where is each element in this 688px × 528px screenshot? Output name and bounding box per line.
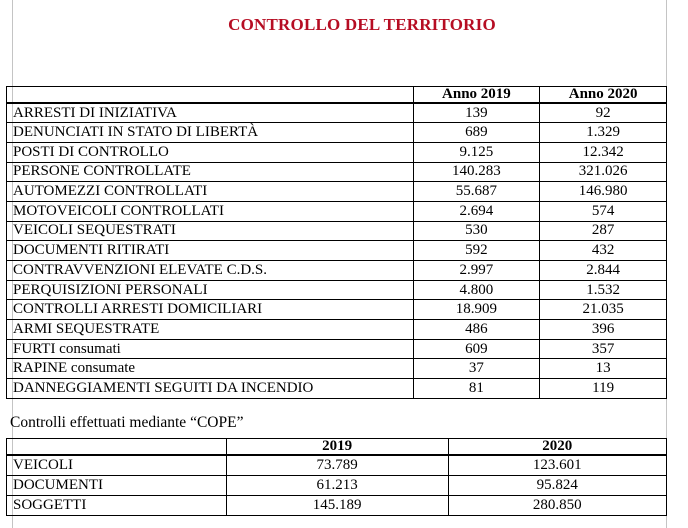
value-2020-cell: 432 <box>539 240 667 261</box>
row-label-cell: CONTRAVVENZIONI ELEVATE C.D.S. <box>6 260 414 281</box>
table1-header-anno-2020: Anno 2020 <box>539 86 667 104</box>
row-label-cell: PERSONE CONTROLLATE <box>6 161 414 183</box>
table2-header-row: 2019 2020 <box>6 438 668 456</box>
value-2020-cell: 95.824 <box>447 474 668 496</box>
table-row: POSTI DI CONTROLLO 9.125 12.342 <box>6 141 667 163</box>
row-label-cell: VEICOLI <box>6 454 227 476</box>
value-2020-cell: 13 <box>539 358 667 380</box>
row-label-cell: AUTOMEZZI CONTROLLATI <box>6 181 414 202</box>
value-2019-cell: 139 <box>412 102 541 124</box>
value-2019-cell: 37 <box>412 358 541 380</box>
row-label-cell: FURTI consumati <box>6 338 414 360</box>
table-row: SOGGETTI 145.189 280.850 <box>6 494 668 516</box>
table-row: CONTROLLI ARRESTI DOMICILIARI 18.909 21.03… <box>6 299 667 321</box>
table1-header-empty <box>6 86 414 104</box>
value-2019-cell: 2.997 <box>412 260 541 281</box>
cope-controls-table: 2019 2020 VEICOLI 73.789 123.601 DOCUMENTI… <box>6 438 668 516</box>
value-2020-cell: 123.601 <box>447 454 668 476</box>
table-row: RAPINE consumate 37 13 <box>6 358 667 380</box>
row-label-cell: DANNEGGIAMENTI SEGUITI DA INCENDIO <box>6 378 414 399</box>
value-2019-cell: 530 <box>412 220 541 242</box>
table-row: CONTRAVVENZIONI ELEVATE C.D.S. 2.997 2.844 <box>6 260 667 281</box>
table-row: PERSONE CONTROLLATE 140.283 321.026 <box>6 161 667 183</box>
value-2019-cell: 486 <box>412 319 541 340</box>
row-label-cell: PERQUISIZIONI PERSONALI <box>6 279 414 301</box>
row-label-cell: POSTI DI CONTROLLO <box>6 141 414 163</box>
value-2019-cell: 61.213 <box>225 474 449 496</box>
value-2019-cell: 73.789 <box>225 454 449 476</box>
table-row: VEICOLI SEQUESTRATI 530 287 <box>6 220 667 242</box>
value-2020-cell: 280.850 <box>447 494 668 516</box>
value-2020-cell: 1.532 <box>539 279 667 301</box>
table-row: DANNEGGIAMENTI SEGUITI DA INCENDIO 81 119 <box>6 378 667 399</box>
value-2019-cell: 2.694 <box>412 200 541 222</box>
table-row: PERQUISIZIONI PERSONALI 4.800 1.532 <box>6 279 667 301</box>
value-2020-cell: 21.035 <box>539 299 667 321</box>
cope-caption: Controlli effettuati mediante “COPE” <box>10 414 244 431</box>
row-label-cell: CONTROLLI ARRESTI DOMICILIARI <box>6 299 414 321</box>
value-2020-cell: 146.980 <box>539 181 667 202</box>
row-label-cell: DENUNCIATI IN STATO DI LIBERTÀ <box>6 122 414 143</box>
document-title: CONTROLLO DEL TERRITORIO <box>228 15 496 34</box>
table-row: MOTOVEICOLI CONTROLLATI 2.694 574 <box>6 200 667 222</box>
value-2020-cell: 287 <box>539 220 667 242</box>
table2-header-empty <box>6 438 227 456</box>
table-row: DENUNCIATI IN STATO DI LIBERTÀ 689 1.329 <box>6 122 667 143</box>
value-2020-cell: 396 <box>539 319 667 340</box>
row-label-cell: ARMI SEQUESTRATE <box>6 319 414 340</box>
page-margin-line-right <box>666 0 667 528</box>
value-2020-cell: 574 <box>539 200 667 222</box>
value-2019-cell: 55.687 <box>412 181 541 202</box>
table-row: AUTOMEZZI CONTROLLATI 55.687 146.980 <box>6 181 667 202</box>
value-2019-cell: 140.283 <box>412 161 541 183</box>
row-label-cell: SOGGETTI <box>6 494 227 516</box>
table-row: ARMI SEQUESTRATE 486 396 <box>6 319 667 340</box>
table-row: VEICOLI 73.789 123.601 <box>6 454 668 476</box>
row-label-cell: VEICOLI SEQUESTRATI <box>6 220 414 242</box>
table-row: ARRESTI DI INIZIATIVA 139 92 <box>6 102 667 124</box>
row-label-cell: DOCUMENTI <box>6 474 227 496</box>
value-2019-cell: 18.909 <box>412 299 541 321</box>
row-label-cell: ARRESTI DI INIZIATIVA <box>6 102 414 124</box>
table-row: DOCUMENTI RITIRATI 592 432 <box>6 240 667 261</box>
territory-control-table: Anno 2019 Anno 2020 ARRESTI DI INIZIATIV… <box>6 86 667 399</box>
value-2020-cell: 12.342 <box>539 141 667 163</box>
value-2019-cell: 609 <box>412 338 541 360</box>
row-label-cell: MOTOVEICOLI CONTROLLATI <box>6 200 414 222</box>
row-label-cell: RAPINE consumate <box>6 358 414 380</box>
value-2019-cell: 592 <box>412 240 541 261</box>
row-label-cell: DOCUMENTI RITIRATI <box>6 240 414 261</box>
value-2020-cell: 2.844 <box>539 260 667 281</box>
table2-header-2020: 2020 <box>447 438 668 456</box>
table2-header-2019: 2019 <box>225 438 449 456</box>
value-2019-cell: 145.189 <box>225 494 449 516</box>
value-2020-cell: 321.026 <box>539 161 667 183</box>
table-row: FURTI consumati 609 357 <box>6 338 667 360</box>
value-2020-cell: 1.329 <box>539 122 667 143</box>
value-2020-cell: 92 <box>539 102 667 124</box>
table1-header-row: Anno 2019 Anno 2020 <box>6 86 667 104</box>
value-2020-cell: 357 <box>539 338 667 360</box>
table-row: DOCUMENTI 61.213 95.824 <box>6 474 668 496</box>
value-2019-cell: 81 <box>412 378 541 399</box>
value-2019-cell: 9.125 <box>412 141 541 163</box>
value-2019-cell: 689 <box>412 122 541 143</box>
value-2019-cell: 4.800 <box>412 279 541 301</box>
table1-header-anno-2019: Anno 2019 <box>412 86 541 104</box>
value-2020-cell: 119 <box>539 378 667 399</box>
